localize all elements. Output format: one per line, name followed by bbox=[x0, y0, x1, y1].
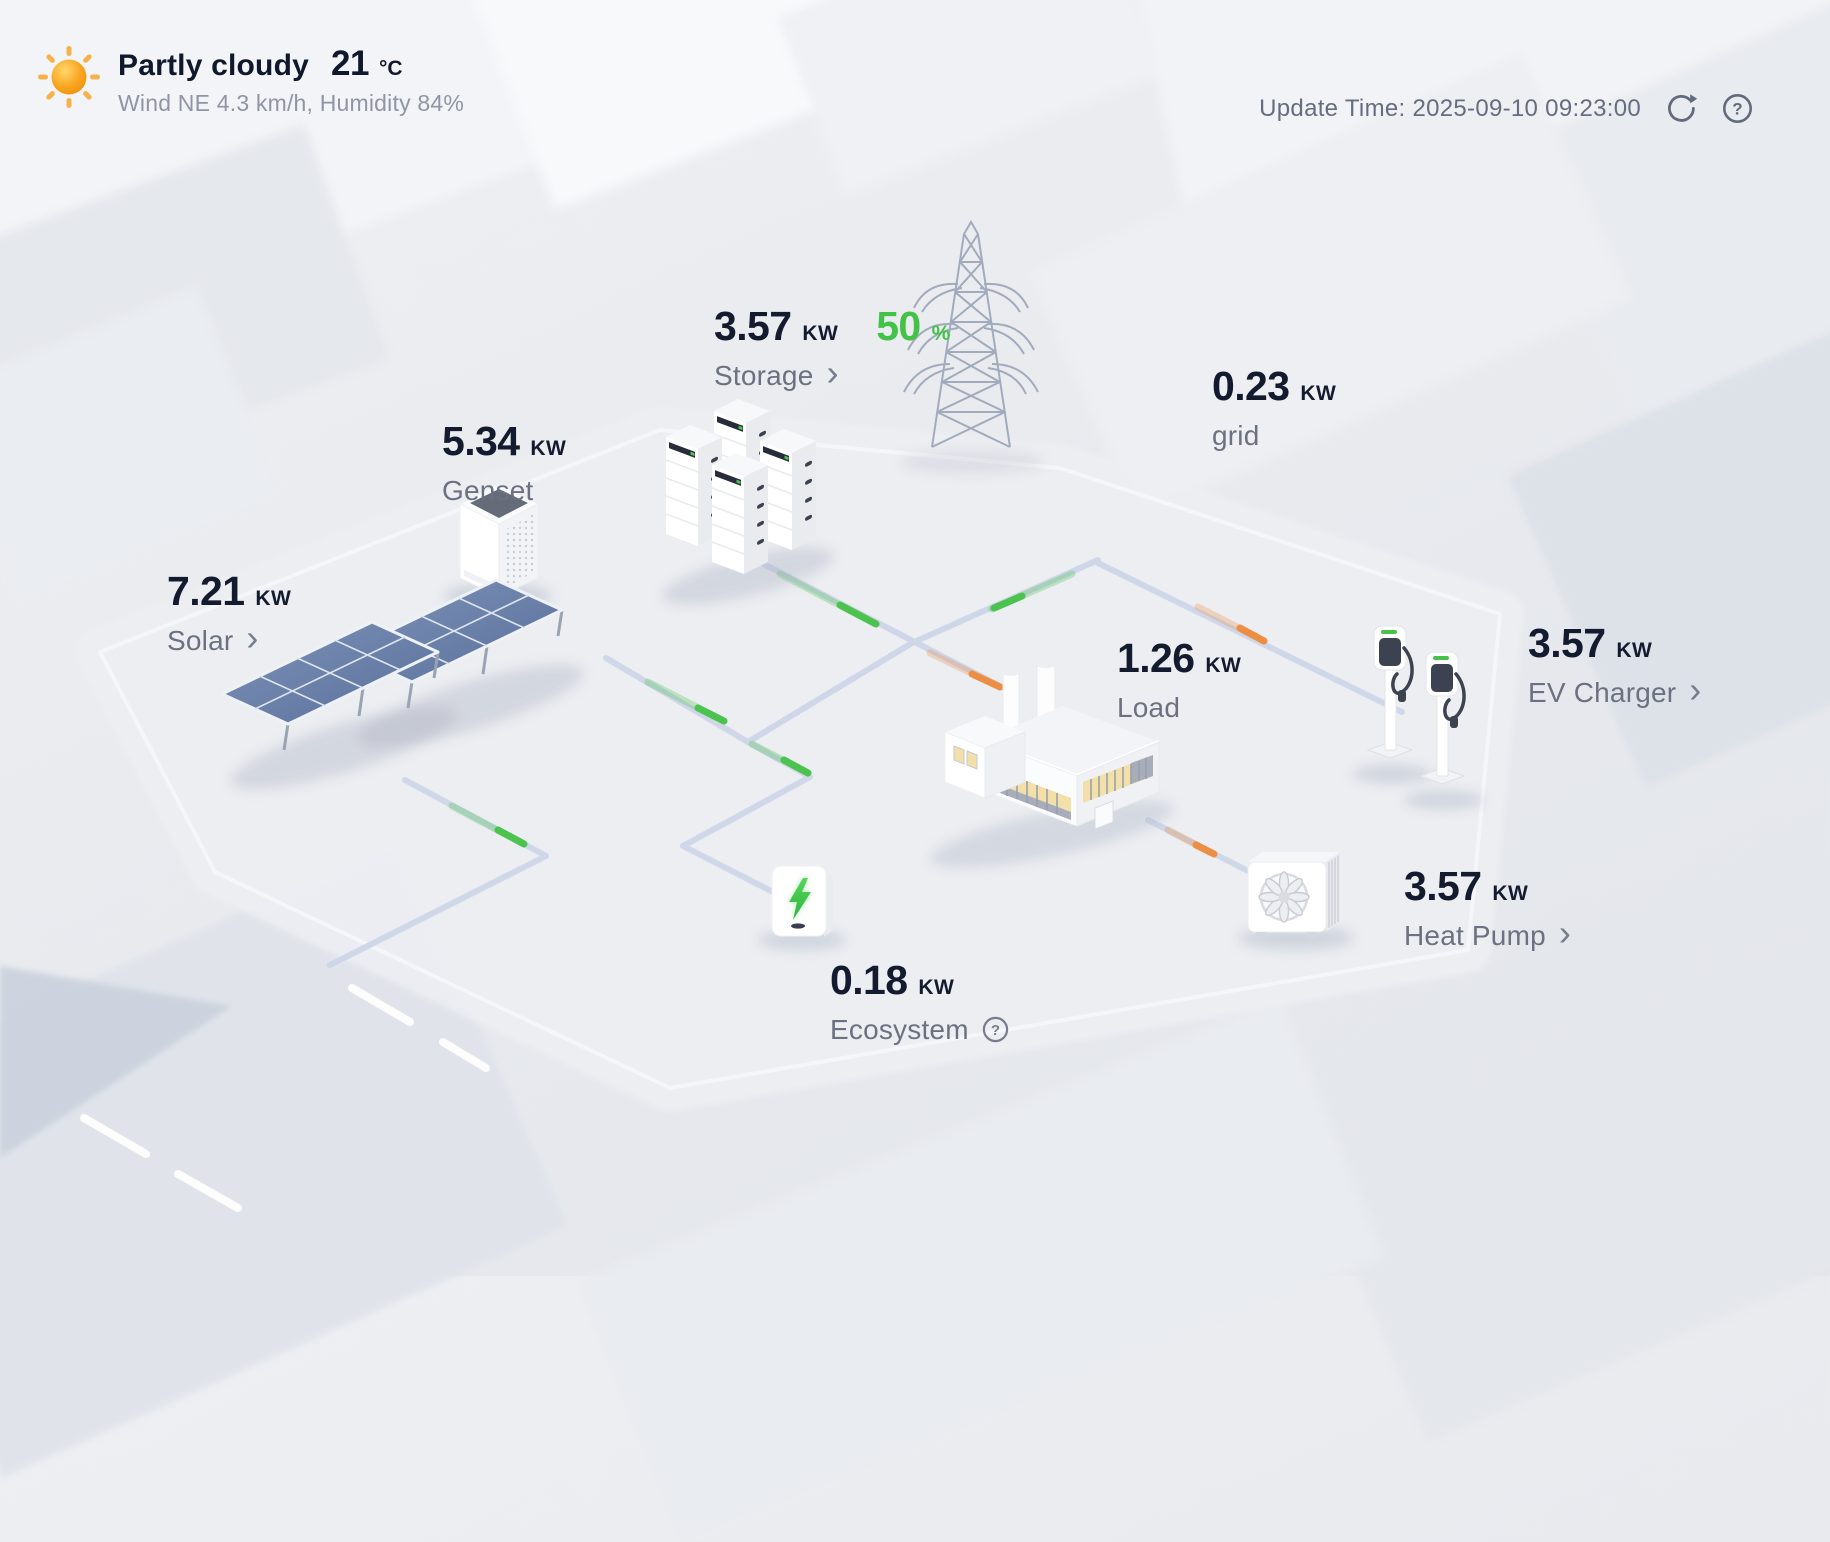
ev-charger-link[interactable]: EV Charger › bbox=[1528, 669, 1702, 710]
storage-soc-unit: % bbox=[931, 322, 951, 345]
sun-icon bbox=[38, 46, 100, 108]
ecosystem-label: Ecosystem bbox=[830, 1014, 969, 1045]
node-ecosystem: 0.18 KW Ecosystem ? bbox=[830, 960, 1009, 1044]
ecosystem-illustration[interactable] bbox=[771, 865, 833, 937]
solar-link[interactable]: Solar › bbox=[167, 617, 259, 658]
heat-pump-illustration[interactable] bbox=[1247, 852, 1340, 938]
help-button[interactable]: ? bbox=[1722, 93, 1753, 124]
heat-pump-unit: KW bbox=[1492, 882, 1529, 905]
flow-dashes bbox=[448, 570, 1268, 858]
node-grid: 0.23 KW grid bbox=[1212, 366, 1336, 450]
node-heat-pump: 3.57 KW Heat Pump › bbox=[1404, 863, 1571, 953]
node-ev-charger: 3.57 KW EV Charger › bbox=[1528, 620, 1702, 710]
genset-illustration bbox=[458, 483, 540, 597]
grid-unit: KW bbox=[1300, 382, 1337, 405]
node-storage: 3.57 KW 50 % Storage › bbox=[714, 303, 951, 393]
load-unit: KW bbox=[1205, 654, 1242, 677]
ecosystem-unit: KW bbox=[918, 976, 955, 999]
node-load: 1.26 KW Load bbox=[1117, 638, 1241, 722]
storage-soc: 50 bbox=[876, 303, 921, 349]
genset-label: Genset bbox=[442, 475, 534, 506]
storage-unit: KW bbox=[802, 322, 839, 345]
load-factory-illustration bbox=[944, 661, 1160, 830]
weather-condition: Partly cloudy bbox=[118, 49, 309, 82]
load-value: 1.26 bbox=[1117, 635, 1195, 681]
wire-genset bbox=[603, 655, 751, 745]
heat-pump-link[interactable]: Heat Pump › bbox=[1404, 912, 1571, 953]
solar-value: 7.21 bbox=[167, 568, 245, 614]
grid-value: 0.23 bbox=[1212, 363, 1290, 409]
svg-text:?: ? bbox=[991, 1022, 1000, 1039]
weather-temperature-unit: °C bbox=[378, 57, 403, 80]
storage-illustration[interactable] bbox=[666, 399, 816, 574]
ev-charger-value: 3.57 bbox=[1528, 620, 1606, 666]
solar-unit: KW bbox=[255, 587, 292, 610]
chevron-right-icon: › bbox=[246, 617, 259, 658]
ecosystem-help-icon[interactable]: ? bbox=[982, 1016, 1009, 1043]
grid-tower-illustration bbox=[903, 220, 1039, 448]
refresh-button[interactable] bbox=[1665, 92, 1698, 125]
update-time: Update Time: 2025-09-10 09:23:00 bbox=[1259, 94, 1641, 122]
road-markings bbox=[0, 966, 490, 1212]
storage-link[interactable]: Storage › bbox=[714, 352, 839, 393]
node-genset: 5.34 KW Genset bbox=[442, 421, 566, 505]
grid-label: grid bbox=[1212, 420, 1260, 451]
ecosystem-value: 0.18 bbox=[830, 957, 908, 1003]
genset-unit: KW bbox=[530, 437, 567, 460]
weather-panel: Partly cloudy 21 °C Wind NE 4.3 km/h, Hu… bbox=[36, 44, 464, 117]
svg-text:?: ? bbox=[1732, 100, 1742, 119]
wire-grid-ecosystem bbox=[680, 557, 1101, 896]
solar-panels-illustration[interactable] bbox=[220, 578, 564, 751]
node-solar: 7.21 KW Solar › bbox=[167, 568, 292, 658]
genset-value: 5.34 bbox=[442, 418, 520, 464]
chevron-right-icon: › bbox=[826, 352, 839, 393]
ev-charger-unit: KW bbox=[1616, 639, 1653, 662]
wire-ev bbox=[1095, 560, 1405, 715]
chevron-right-icon: › bbox=[1558, 912, 1571, 953]
update-bar: Update Time: 2025-09-10 09:23:00 ? bbox=[1259, 92, 1753, 125]
heat-pump-value: 3.57 bbox=[1404, 863, 1482, 909]
refresh-icon bbox=[1668, 94, 1698, 122]
help-icon: ? bbox=[1723, 94, 1752, 123]
storage-value: 3.57 bbox=[714, 303, 792, 349]
ev-charger-illustration[interactable] bbox=[1366, 625, 1466, 785]
chevron-right-icon: › bbox=[1689, 669, 1702, 710]
weather-details: Wind NE 4.3 km/h, Humidity 84% bbox=[118, 90, 465, 116]
load-label: Load bbox=[1117, 692, 1181, 723]
weather-temperature: 21 bbox=[331, 44, 369, 83]
